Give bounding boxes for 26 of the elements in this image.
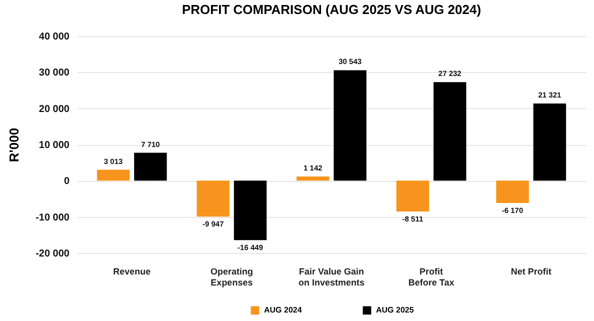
y-tick-label: -10 000 — [36, 212, 70, 224]
bar — [396, 180, 430, 212]
y-tick-label: -20 000 — [36, 248, 70, 260]
bar — [533, 104, 566, 181]
x-tick-label: Fair Value Gain on Investments — [298, 266, 365, 288]
y-tick-label: 20 000 — [38, 104, 70, 115]
y-tick-label: 10 000 — [38, 140, 70, 151]
bar — [296, 176, 330, 181]
bar — [196, 180, 230, 217]
x-tick-label: Revenue — [113, 266, 151, 276]
bar — [134, 152, 167, 181]
legend-label: AUG 2024 — [264, 305, 302, 314]
y-tick-label: 0 — [64, 176, 70, 188]
x-tick-label: Profit Before Tax — [408, 266, 454, 288]
x-tick-label: Operating Expenses — [210, 266, 253, 288]
y-tick-label: 40 000 — [38, 32, 70, 42]
bar — [434, 82, 466, 181]
y-tick-label: 30 000 — [38, 68, 70, 79]
bar — [496, 180, 529, 203]
bar — [234, 180, 267, 240]
legend-label: AUG 2025 — [376, 305, 414, 314]
bar — [334, 70, 366, 181]
x-tick-label: Net Profit — [510, 266, 552, 276]
y-axis-title: R'000 — [6, 128, 22, 162]
chart-title: PROFIT COMPARISON (AUG 2025 VS AUG 2024) — [182, 2, 482, 17]
bar — [96, 170, 130, 181]
